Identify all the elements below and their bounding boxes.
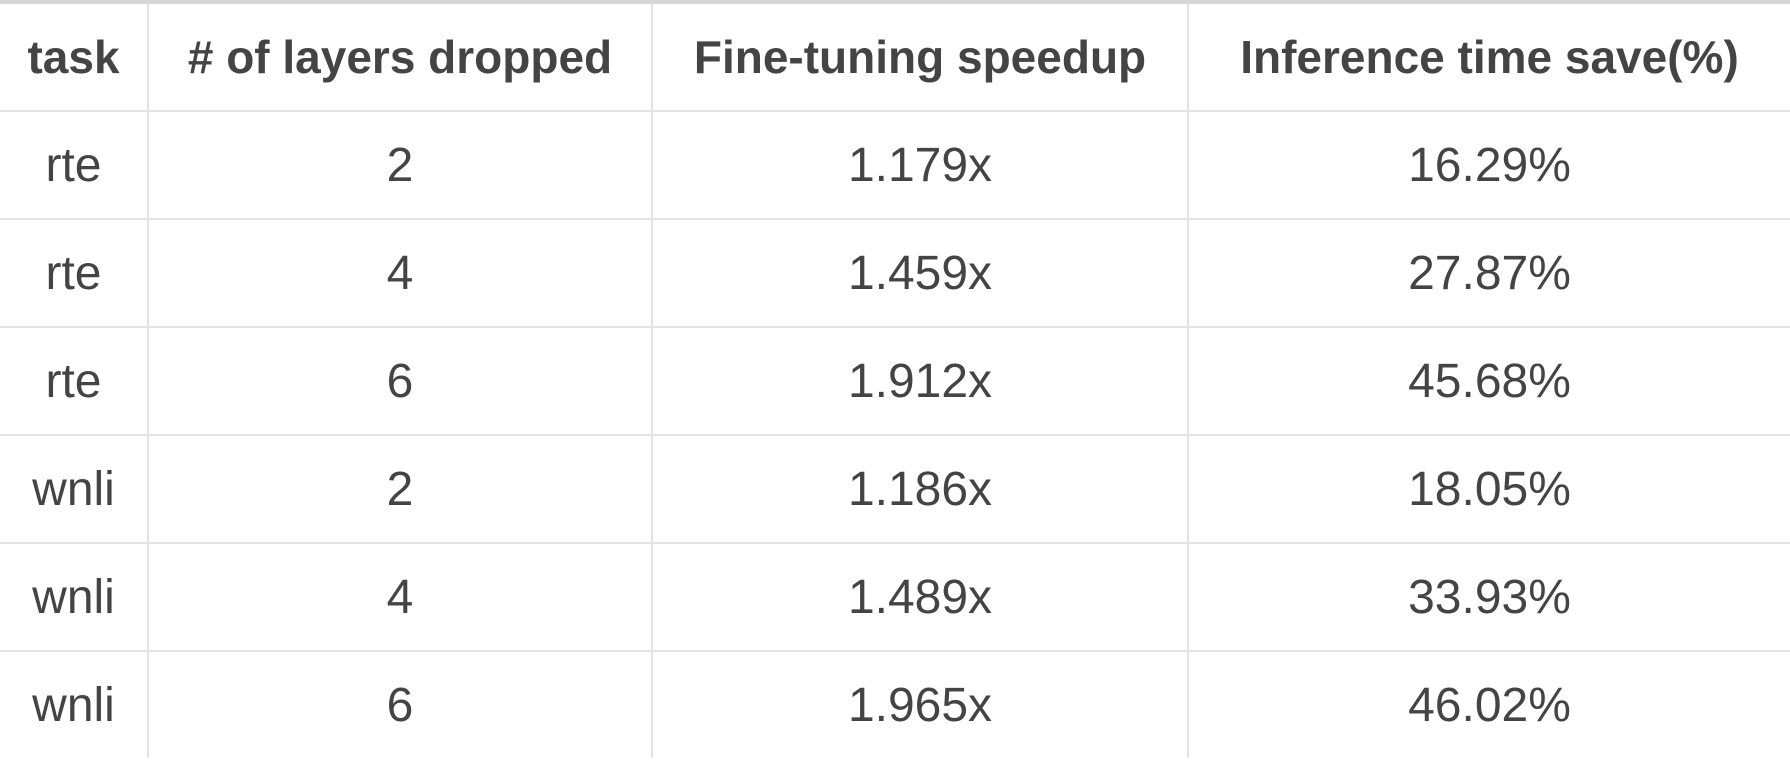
cell-inference-time-save: 18.05% xyxy=(1187,434,1790,544)
cell-layers-dropped: 4 xyxy=(147,542,653,652)
cell-fine-tuning-speedup: 1.179x xyxy=(651,110,1189,220)
cell-layers-dropped: 6 xyxy=(147,650,653,758)
column-header-inference-time-save: Inference time save(%) xyxy=(1187,4,1790,112)
cell-task: rte xyxy=(0,326,149,436)
cell-fine-tuning-speedup: 1.186x xyxy=(651,434,1189,544)
column-header-fine-tuning-speedup: Fine-tuning speedup xyxy=(651,4,1189,112)
cell-task: wnli xyxy=(0,650,149,758)
cell-layers-dropped: 4 xyxy=(147,218,653,328)
cell-fine-tuning-speedup: 1.459x xyxy=(651,218,1189,328)
column-header-layers-dropped: # of layers dropped xyxy=(147,4,653,112)
cell-fine-tuning-speedup: 1.489x xyxy=(651,542,1189,652)
cell-task: rte xyxy=(0,218,149,328)
table-row: wnli 4 1.489x 33.93% xyxy=(0,542,1790,652)
table-row: rte 4 1.459x 27.87% xyxy=(0,218,1790,328)
cell-task: wnli xyxy=(0,542,149,652)
table-row: rte 2 1.179x 16.29% xyxy=(0,110,1790,220)
column-header-task: task xyxy=(0,4,149,112)
header-row: task # of layers dropped Fine-tuning spe… xyxy=(0,4,1790,112)
table-row: wnli 2 1.186x 18.05% xyxy=(0,434,1790,544)
cell-inference-time-save: 45.68% xyxy=(1187,326,1790,436)
cell-inference-time-save: 46.02% xyxy=(1187,650,1790,758)
table-body: rte 2 1.179x 16.29% rte 4 1.459x 27.87% … xyxy=(0,110,1790,758)
table-row: wnli 6 1.965x 46.02% xyxy=(0,650,1790,758)
cell-task: wnli xyxy=(0,434,149,544)
cell-fine-tuning-speedup: 1.965x xyxy=(651,650,1189,758)
cell-layers-dropped: 2 xyxy=(147,434,653,544)
cell-inference-time-save: 27.87% xyxy=(1187,218,1790,328)
cell-fine-tuning-speedup: 1.912x xyxy=(651,326,1189,436)
cell-inference-time-save: 33.93% xyxy=(1187,542,1790,652)
table-header: task # of layers dropped Fine-tuning spe… xyxy=(0,4,1790,112)
cell-task: rte xyxy=(0,110,149,220)
cell-layers-dropped: 6 xyxy=(147,326,653,436)
cell-layers-dropped: 2 xyxy=(147,110,653,220)
table-row: rte 6 1.912x 45.68% xyxy=(0,326,1790,436)
results-table: task # of layers dropped Fine-tuning spe… xyxy=(0,4,1790,758)
cell-inference-time-save: 16.29% xyxy=(1187,110,1790,220)
